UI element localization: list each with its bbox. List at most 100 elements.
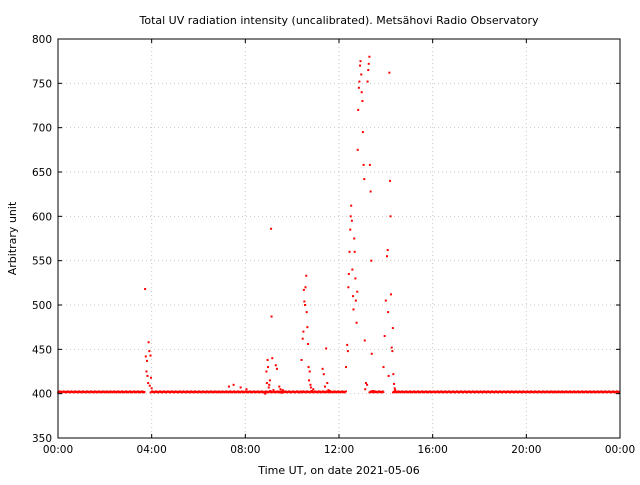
baseline-point — [109, 390, 112, 393]
baseline-point — [523, 390, 526, 393]
data-point — [278, 385, 281, 388]
baseline-point — [434, 390, 436, 393]
baseline-point — [194, 390, 196, 393]
baseline-point — [272, 390, 275, 393]
baseline-point — [467, 390, 470, 393]
baseline-point — [537, 390, 540, 393]
baseline-point — [79, 390, 82, 393]
baseline-point — [64, 390, 66, 393]
data-point — [274, 364, 277, 367]
axis-ticks: 350 400 450 500 550 600 650 700 750 800 00:00 04:00… — [32, 34, 635, 456]
baseline-point — [176, 390, 178, 393]
baseline-point — [506, 390, 509, 393]
baseline-point — [418, 390, 421, 393]
data-point — [325, 347, 328, 350]
data-point — [271, 357, 274, 360]
baseline-point — [402, 390, 405, 393]
data-point — [323, 385, 326, 388]
data-point — [394, 389, 397, 392]
baseline-point — [555, 390, 557, 393]
data-point — [265, 382, 268, 385]
data-point — [391, 350, 394, 353]
baseline-point — [110, 390, 113, 393]
baseline-point — [323, 390, 326, 393]
data-point — [368, 55, 371, 58]
baseline-point — [225, 390, 228, 393]
baseline-point — [246, 390, 249, 393]
baseline-point — [288, 390, 290, 393]
baseline-point — [483, 390, 486, 393]
baseline-point — [182, 390, 185, 393]
baseline-point — [615, 390, 618, 393]
data-point — [384, 299, 387, 302]
data-point — [319, 390, 322, 393]
data-point — [308, 379, 311, 382]
baseline-point — [262, 390, 264, 393]
baseline-point — [215, 390, 217, 393]
data-point — [227, 385, 230, 388]
y-tick-label: 550 — [32, 256, 52, 268]
data-point — [307, 343, 310, 346]
data-point — [367, 62, 370, 65]
baseline-point — [608, 390, 610, 393]
data-point — [264, 390, 267, 393]
baseline-point — [473, 390, 475, 393]
baseline-point — [618, 391, 621, 394]
data-point — [268, 383, 271, 386]
data-point — [307, 366, 310, 369]
baseline-point — [541, 390, 544, 393]
data-point — [328, 390, 331, 393]
data-point — [349, 228, 352, 231]
baseline-point — [197, 390, 200, 393]
data-point — [389, 215, 392, 218]
baseline-point — [74, 390, 77, 393]
data-point — [358, 80, 361, 83]
baseline-point — [68, 390, 70, 393]
baseline-point — [573, 390, 575, 393]
baseline-point — [492, 390, 495, 393]
baseline-point — [152, 390, 155, 393]
baseline-point — [586, 390, 589, 393]
data-point — [355, 321, 358, 324]
baseline-point — [207, 390, 210, 393]
data-point — [383, 335, 386, 338]
data-point — [370, 352, 373, 355]
data-point — [362, 163, 365, 166]
data-point — [321, 367, 324, 370]
data-point — [356, 290, 359, 293]
baseline-point — [205, 390, 208, 393]
baseline-point — [158, 390, 161, 393]
baseline-point — [379, 390, 382, 393]
y-tick-label: 700 — [32, 123, 52, 135]
data-point — [353, 250, 356, 253]
baseline-point — [70, 390, 73, 393]
x-axis-title: Time UT, on date 2021-05-06 — [257, 464, 420, 477]
data-point — [270, 227, 273, 230]
y-tick-label: 650 — [32, 167, 52, 179]
baseline-point — [518, 390, 521, 393]
baseline-point — [142, 390, 144, 393]
data-point — [281, 389, 284, 392]
data-point — [266, 358, 269, 361]
baseline-point — [377, 390, 380, 393]
y-tick-label: 750 — [32, 78, 52, 90]
baseline-point — [238, 390, 241, 393]
baseline-point — [209, 390, 212, 393]
baseline-point — [71, 390, 74, 393]
baseline-point — [151, 390, 153, 393]
baseline-point — [274, 390, 276, 393]
data-point — [357, 108, 360, 111]
baseline-point — [438, 390, 440, 393]
baseline-point — [484, 390, 487, 393]
baseline-point — [226, 390, 229, 393]
baseline-point — [101, 390, 104, 393]
baseline-point — [342, 390, 345, 393]
baseline-point — [422, 390, 425, 393]
baseline-point — [317, 390, 320, 393]
baseline-point — [284, 390, 287, 393]
data-point — [350, 204, 353, 207]
baseline-point — [310, 390, 312, 393]
data-point — [357, 86, 360, 89]
baseline-point — [522, 390, 525, 393]
